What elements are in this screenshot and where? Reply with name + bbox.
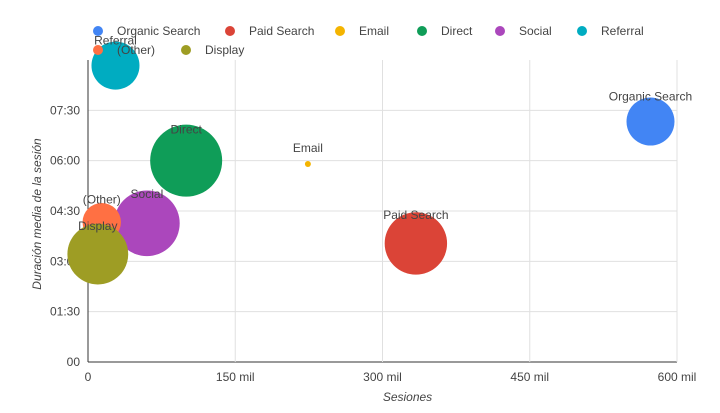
x-tick-label: 0 (85, 370, 92, 384)
bubble-label-other: (Other) (83, 193, 121, 207)
legend-marker-other (93, 45, 103, 55)
bubbles (67, 41, 675, 285)
bubble-label-email: Email (293, 141, 323, 155)
bubble-email[interactable] (304, 161, 311, 168)
bubble-direct[interactable] (150, 124, 223, 197)
bubble-label-direct: Direct (170, 123, 202, 137)
legend-item-referral[interactable]: Referral (601, 24, 644, 38)
bubble-organic-search[interactable] (626, 97, 675, 146)
legend-marker-referral (577, 26, 587, 36)
bubble-label-referral: Referral (94, 34, 137, 48)
legend-marker-paid-search (225, 26, 235, 36)
legend-marker-social (495, 26, 505, 36)
axes: Sesiones Duración media de la sesión 000… (30, 103, 696, 404)
bubble-label-paid-search: Paid Search (383, 208, 448, 222)
bubble-display[interactable] (67, 223, 129, 285)
y-axis-title: Duración media de la sesión (30, 138, 44, 290)
legend-marker-direct (417, 26, 427, 36)
y-tick-label: 00 (67, 355, 81, 369)
x-tick-label: 300 mil (363, 370, 402, 384)
legend-item-direct[interactable]: Direct (441, 24, 473, 38)
y-tick-label: 06:00 (50, 154, 80, 168)
legend-item-display[interactable]: Display (205, 43, 244, 57)
legend: Organic Search Paid Search Email Direct Soci… (93, 24, 644, 57)
bubble-referral[interactable] (91, 41, 140, 90)
legend-item-other[interactable]: (Other) (117, 43, 155, 57)
x-tick-label: 600 mil (658, 370, 697, 384)
bubble-social[interactable] (114, 190, 180, 257)
y-tick-label: 04:30 (50, 204, 80, 218)
y-tick-label: 07:30 (50, 103, 80, 117)
legend-marker-organic-search (93, 26, 103, 36)
legend-item-social[interactable]: Social (519, 24, 552, 38)
bubble-labels: Organic Search Paid Search Email Direct Soci… (78, 34, 692, 233)
bubble-label-display: Display (78, 219, 117, 233)
legend-item-paid-search[interactable]: Paid Search (249, 24, 314, 38)
y-tick-label: 01:30 (50, 305, 80, 319)
x-axis-title: Sesiones (383, 390, 432, 404)
x-tick-label: 150 mil (216, 370, 255, 384)
legend-marker-email (335, 26, 345, 36)
bubble-label-social: Social (131, 187, 164, 201)
bubble-paid-search[interactable] (384, 212, 448, 275)
legend-item-organic-search[interactable]: Organic Search (117, 24, 200, 38)
bubble-label-organic-search: Organic Search (609, 90, 692, 104)
legend-item-email[interactable]: Email (359, 24, 389, 38)
x-tick-label: 450 mil (510, 370, 549, 384)
legend-marker-display (181, 45, 191, 55)
